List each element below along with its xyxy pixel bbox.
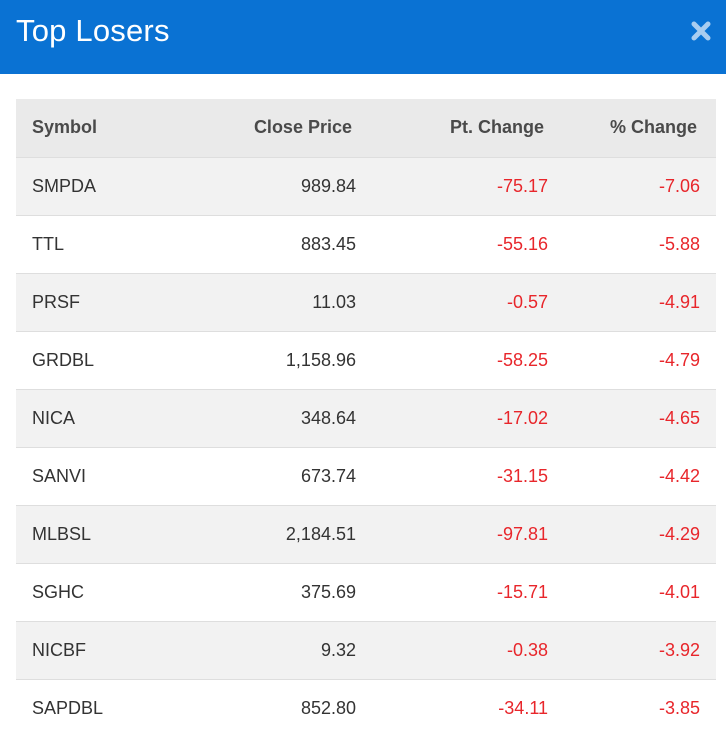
cell-symbol: GRDBL <box>32 349 95 370</box>
modal-title: Top Losers <box>16 12 170 48</box>
table-row[interactable]: MLBSL 2,184.51 -97.81 -4.29 <box>16 505 716 563</box>
cell-pct-change: -4.01 <box>658 581 700 602</box>
cell-pct-change: -4.65 <box>658 407 700 428</box>
table-row[interactable]: NICA 348.64 -17.02 -4.65 <box>16 389 716 447</box>
cell-close-price: 989.84 <box>300 175 356 196</box>
cell-pt-change: -55.16 <box>496 233 548 254</box>
cell-close-price: 673.74 <box>300 465 356 486</box>
table-row[interactable]: NICBF 9.32 -0.38 -3.92 <box>16 621 716 679</box>
cell-close-price: 375.69 <box>300 581 356 602</box>
column-header-close-price[interactable]: Close Price <box>253 117 352 138</box>
cell-pt-change: -97.81 <box>496 523 548 544</box>
table-row[interactable]: SMPDA 989.84 -75.17 -7.06 <box>16 157 716 215</box>
cell-pt-change: -0.57 <box>506 291 548 312</box>
cell-pct-change: -4.79 <box>658 349 700 370</box>
cell-symbol: NICBF <box>32 639 86 660</box>
table-row[interactable]: TTL 883.45 -55.16 -5.88 <box>16 215 716 273</box>
close-x-icon <box>691 21 711 41</box>
losers-table: Symbol Close Price Pt. Change % Change S… <box>16 99 716 732</box>
column-header-symbol[interactable]: Symbol <box>32 117 98 138</box>
cell-pct-change: -4.91 <box>658 291 700 312</box>
cell-close-price: 9.32 <box>320 639 356 660</box>
cell-pt-change: -17.02 <box>496 407 548 428</box>
cell-pct-change: -3.92 <box>658 639 700 660</box>
cell-close-price: 852.80 <box>300 697 356 718</box>
cell-symbol: TTL <box>32 233 65 254</box>
table-row[interactable]: SANVI 673.74 -31.15 -4.42 <box>16 447 716 505</box>
cell-pt-change: -75.17 <box>496 175 548 196</box>
cell-pct-change: -7.06 <box>658 175 700 196</box>
table-header-row: Symbol Close Price Pt. Change % Change <box>16 99 716 157</box>
column-header-pct-change[interactable]: % Change <box>609 117 697 138</box>
table-row[interactable]: PRSF 11.03 -0.57 -4.91 <box>16 273 716 331</box>
cell-symbol: MLBSL <box>32 523 92 544</box>
cell-symbol: SGHC <box>32 581 85 602</box>
cell-close-price: 883.45 <box>300 233 356 254</box>
cell-close-price: 11.03 <box>312 291 356 312</box>
cell-close-price: 2,184.51 <box>285 523 356 544</box>
cell-pct-change: -4.42 <box>658 465 700 486</box>
cell-pt-change: -58.25 <box>496 349 548 370</box>
cell-symbol: SANVI <box>32 465 87 486</box>
close-button[interactable] <box>686 16 716 46</box>
cell-symbol: NICA <box>32 407 76 428</box>
cell-pt-change: -0.38 <box>506 639 548 660</box>
cell-pct-change: -3.85 <box>658 697 700 718</box>
cell-pct-change: -4.29 <box>658 523 700 544</box>
cell-pt-change: -34.11 <box>498 697 548 718</box>
losers-table-container: Symbol Close Price Pt. Change % Change S… <box>16 99 716 732</box>
table-row[interactable]: SGHC 375.69 -15.71 -4.01 <box>16 563 716 621</box>
modal-header: Top Losers <box>0 0 726 74</box>
cell-symbol: SAPDBL <box>32 697 104 718</box>
cell-pt-change: -15.71 <box>496 581 548 602</box>
cell-pct-change: -5.88 <box>658 233 700 254</box>
column-header-pt-change[interactable]: Pt. Change <box>449 117 544 138</box>
cell-symbol: PRSF <box>32 291 81 312</box>
cell-close-price: 348.64 <box>300 407 356 428</box>
table-row[interactable]: SAPDBL 852.80 -34.11 -3.85 <box>16 679 716 732</box>
table-row[interactable]: GRDBL 1,158.96 -58.25 -4.79 <box>16 331 716 389</box>
cell-pt-change: -31.15 <box>496 465 548 486</box>
cell-symbol: SMPDA <box>32 175 97 196</box>
cell-close-price: 1,158.96 <box>285 349 356 370</box>
